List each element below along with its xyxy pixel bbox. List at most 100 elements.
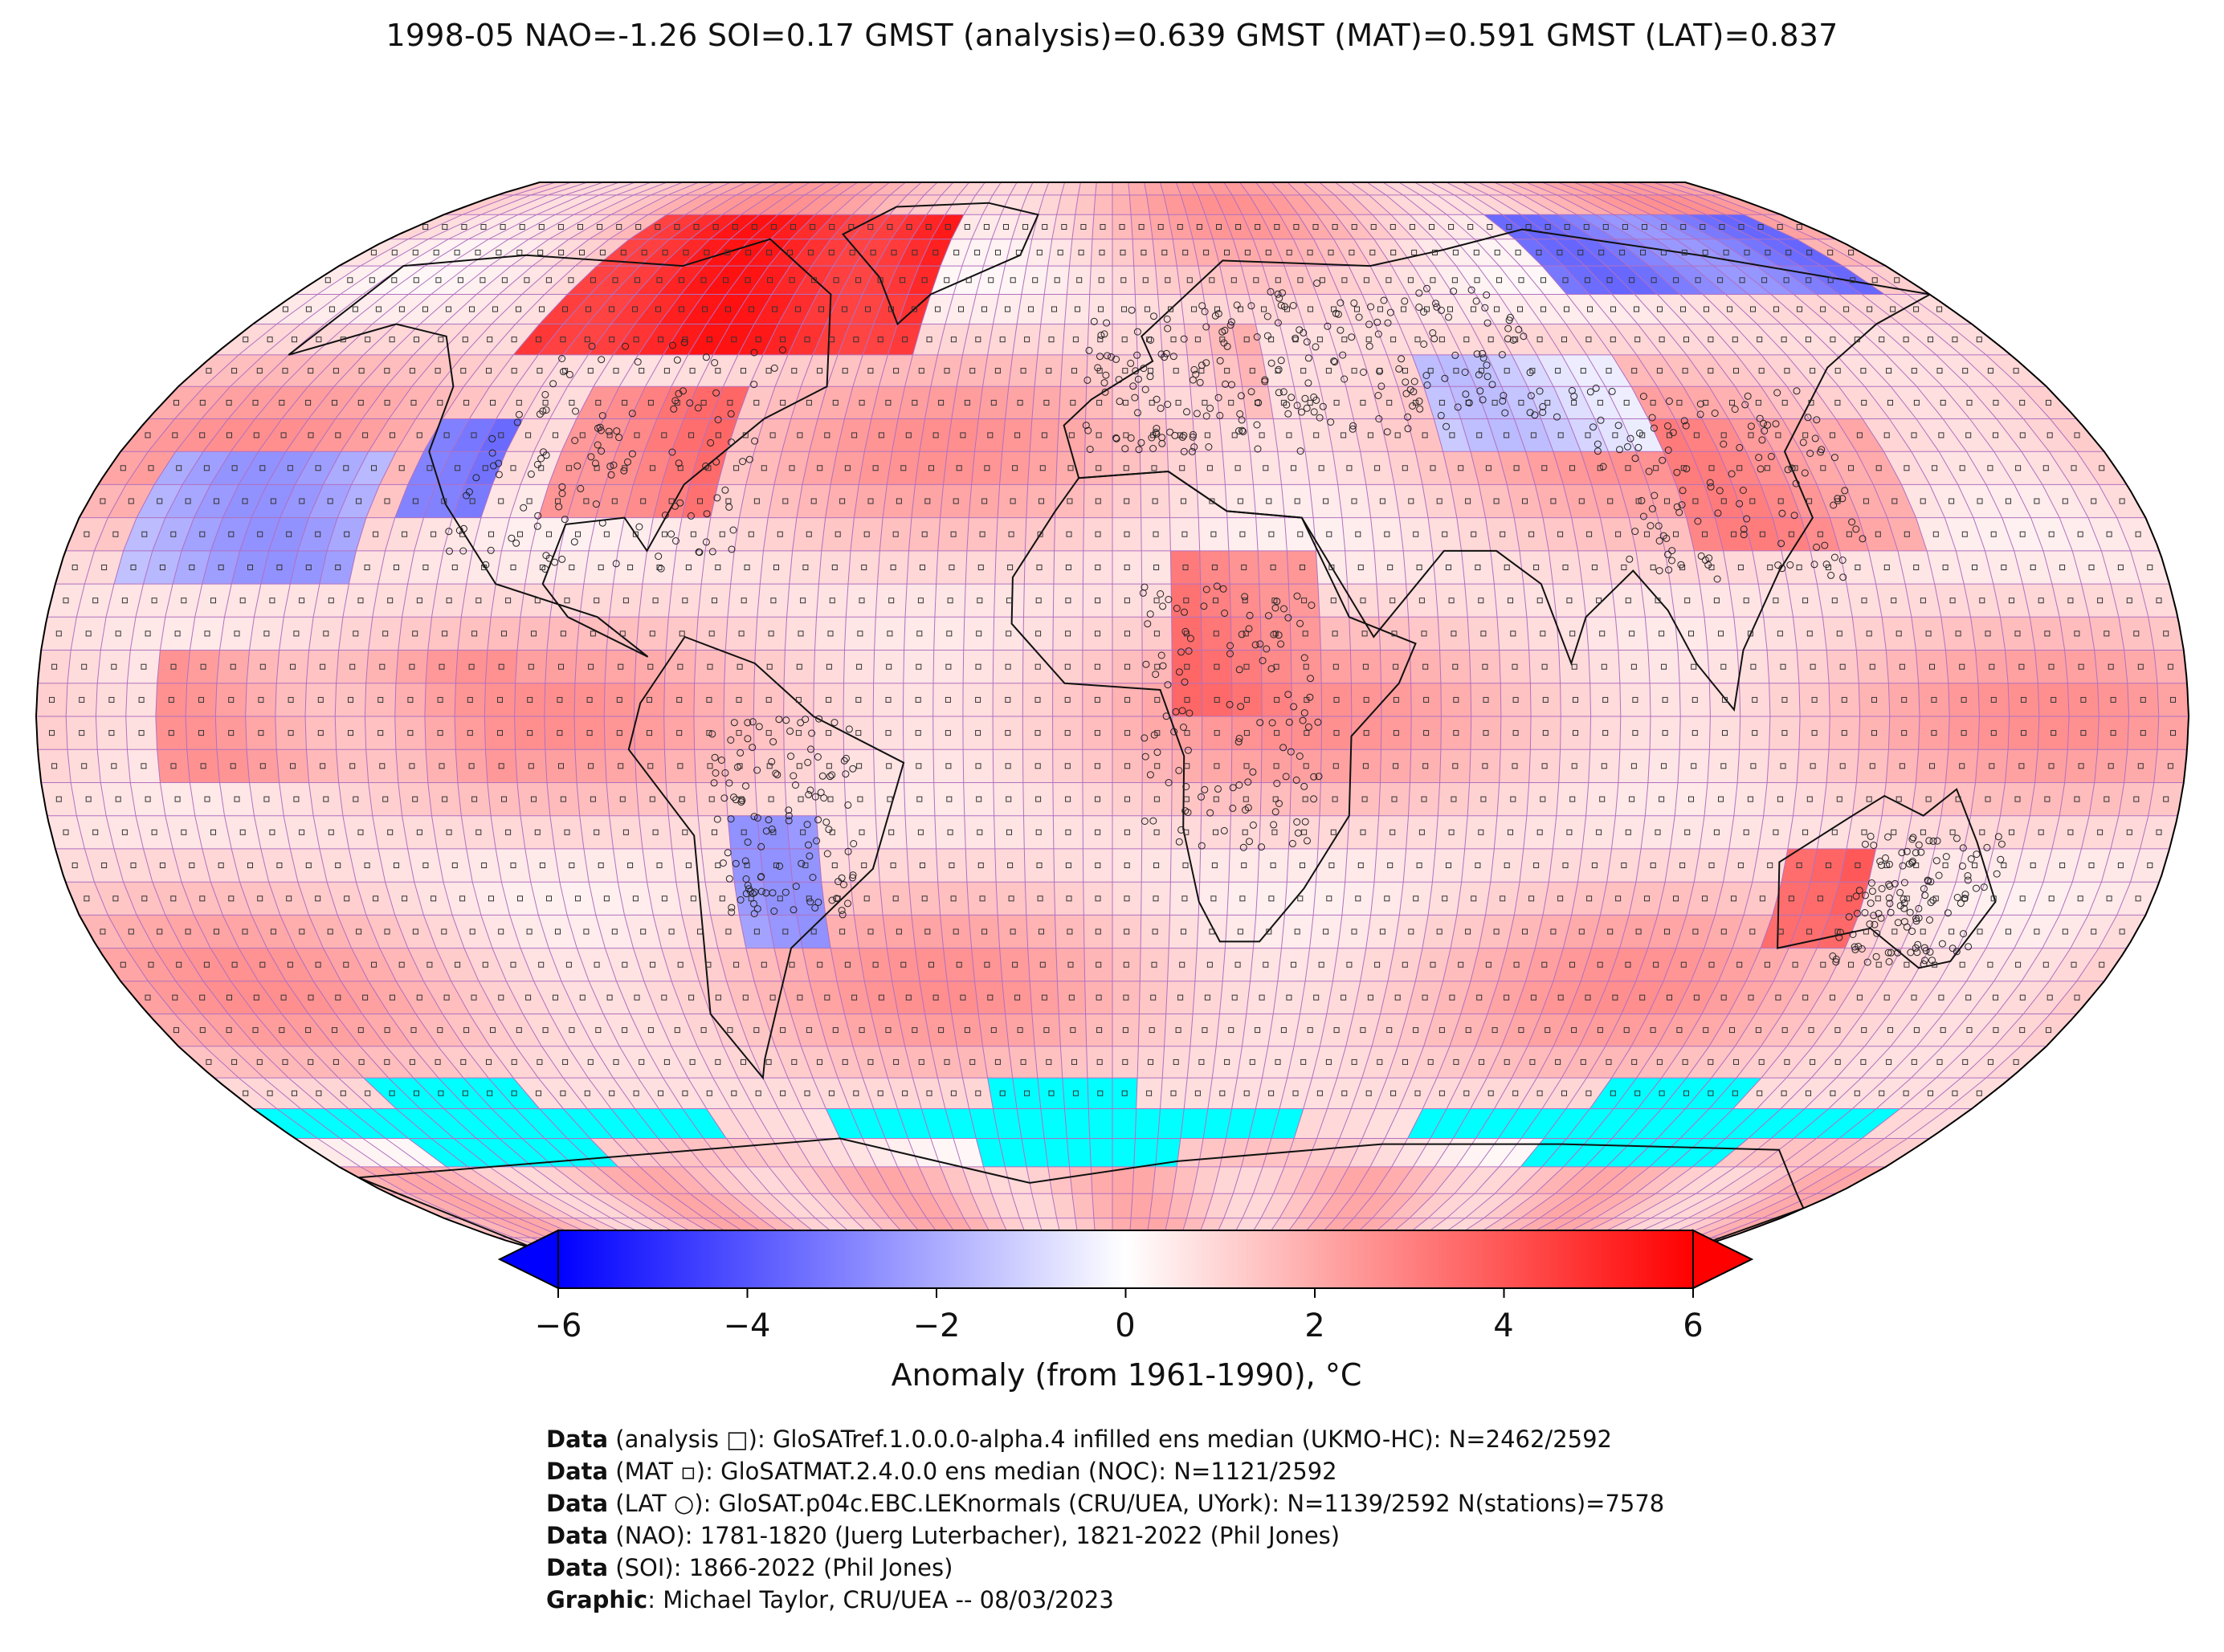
station-marker	[728, 545, 736, 553]
analysis-marker	[738, 630, 745, 637]
grid-cell	[1541, 182, 1592, 195]
station-marker	[549, 380, 557, 388]
analysis-marker	[407, 696, 414, 703]
grid-cell	[871, 386, 905, 419]
analysis-marker	[1949, 829, 1956, 835]
grid-cell	[1024, 550, 1055, 585]
grid-cell	[537, 194, 599, 215]
grid-cell	[1977, 683, 2010, 716]
grid-cell	[335, 716, 366, 750]
grid-cell	[1544, 1108, 1590, 1139]
analysis-marker	[947, 598, 953, 604]
grid-cell	[1451, 484, 1486, 518]
grid-cell	[300, 1108, 363, 1139]
grid-cell	[1694, 194, 1763, 215]
analysis-marker	[1860, 368, 1867, 374]
grid-cell	[1637, 182, 1695, 195]
station-marker	[495, 471, 503, 479]
grid-cell	[2153, 650, 2188, 683]
grid-cell	[907, 848, 938, 883]
grid-cell	[1316, 294, 1352, 324]
analysis-marker	[1806, 498, 1813, 504]
analysis-marker	[1183, 630, 1190, 637]
analysis-marker	[1028, 306, 1034, 312]
grid-cell	[1169, 882, 1200, 916]
analysis-marker	[831, 565, 838, 570]
analysis-marker	[256, 1059, 263, 1065]
analysis-marker	[791, 1059, 798, 1065]
analysis-marker	[1096, 465, 1102, 471]
grid-cell	[826, 354, 863, 387]
station-marker	[1189, 376, 1197, 384]
grid-cell	[469, 1014, 516, 1046]
analysis-marker	[1319, 277, 1325, 283]
grid-cell	[1891, 1014, 1944, 1046]
analysis-marker	[1985, 630, 1991, 637]
grid-cell	[1171, 617, 1202, 651]
grid-cell	[762, 1078, 802, 1109]
analysis-marker	[1259, 994, 1265, 1001]
grid-cell	[963, 782, 994, 816]
grid-cell	[1725, 1108, 1781, 1139]
analysis-marker	[1294, 928, 1300, 935]
analysis-marker	[270, 498, 276, 504]
analysis-marker	[1070, 1027, 1076, 1034]
grid-cell	[372, 584, 408, 618]
grid-cell	[1944, 882, 1985, 916]
analysis-marker	[674, 1027, 680, 1034]
grid-cell	[385, 882, 424, 916]
station-marker	[1112, 355, 1120, 363]
analysis-marker	[1731, 895, 1736, 902]
analysis-marker	[412, 928, 418, 935]
analysis-marker	[409, 1059, 415, 1065]
grid-cell	[1031, 1014, 1061, 1046]
analysis-marker	[950, 531, 957, 537]
grid-cell	[2076, 948, 2128, 981]
grid-cell	[873, 749, 904, 783]
grid-cell	[945, 1108, 977, 1139]
analysis-marker	[712, 829, 717, 835]
grid-cell	[1497, 782, 1529, 816]
analysis-marker	[1806, 1090, 1811, 1096]
station-marker	[1760, 419, 1767, 427]
grid-cell	[613, 324, 659, 355]
grid-cell	[2076, 451, 2128, 485]
grid-cell	[1112, 294, 1136, 324]
grid-cell	[222, 484, 267, 518]
grid-cell	[127, 749, 161, 783]
grid-cell	[978, 386, 1009, 419]
grid-cell	[1916, 981, 1967, 1014]
grid-cell	[844, 1014, 879, 1046]
grid-cell	[1262, 354, 1295, 387]
grid-cell	[1288, 815, 1320, 849]
analysis-marker	[437, 399, 443, 406]
grid-cell	[1589, 1078, 1637, 1109]
grid-cell	[1112, 1138, 1136, 1167]
grid-cell	[2049, 948, 2100, 981]
grid-cell	[1477, 1138, 1521, 1167]
analysis-marker	[2147, 863, 2153, 868]
grid-cell	[771, 1138, 812, 1167]
grid-cell	[1172, 683, 1202, 716]
grid-cell	[1675, 418, 1719, 452]
grid-cell	[362, 386, 412, 419]
grid-cell	[663, 1078, 707, 1109]
analysis-marker	[467, 730, 473, 736]
grid-cell	[396, 981, 443, 1014]
grid-cell	[549, 451, 590, 485]
station-marker	[1673, 468, 1681, 476]
analysis-marker	[1411, 249, 1418, 255]
analysis-marker	[1985, 796, 1991, 802]
analysis-marker	[1438, 337, 1445, 343]
grid-cell	[2008, 683, 2039, 716]
analysis-marker	[745, 277, 751, 283]
analysis-marker	[1249, 368, 1255, 374]
analysis-marker	[384, 928, 390, 935]
grid-cell	[1230, 815, 1261, 849]
grid-cell	[1176, 182, 1198, 195]
analysis-marker	[49, 730, 55, 736]
analysis-marker	[259, 465, 266, 471]
analysis-marker	[1836, 796, 1842, 802]
analysis-marker	[769, 994, 776, 1001]
grid-cell	[1924, 1078, 1986, 1109]
